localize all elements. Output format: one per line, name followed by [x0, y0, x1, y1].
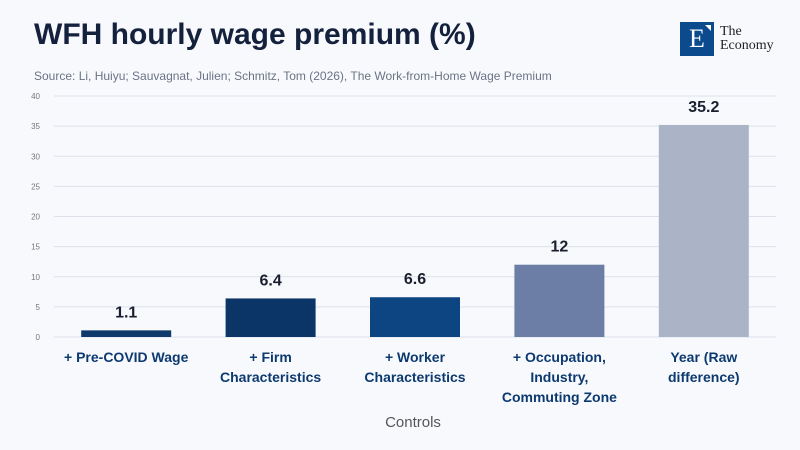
the-economy-logo: E The Economy: [680, 22, 774, 56]
data-label: 1.1: [115, 304, 137, 321]
y-tick-label: 35: [31, 122, 40, 131]
y-tick-label: 10: [31, 273, 40, 282]
x-tick-label: Year (Raw: [670, 349, 737, 365]
bar: [514, 264, 605, 337]
logo-mark: E: [680, 22, 714, 56]
x-tick-label: + Worker: [385, 349, 446, 365]
source-note: Source: Li, Huiyu; Sauvagnat, Julien; Sc…: [34, 69, 552, 83]
x-tick-label: + Occupation,: [513, 349, 606, 365]
data-label: 6.4: [259, 272, 281, 289]
x-tick-label: Characteristics: [364, 369, 465, 385]
logo-line-2: Economy: [720, 38, 774, 53]
bar: [658, 124, 749, 337]
y-tick-label: 15: [31, 243, 40, 252]
data-label: 6.6: [404, 271, 426, 288]
logo-line-1: The: [720, 24, 742, 39]
y-tick-label: 40: [31, 92, 40, 101]
x-tick-label: Industry,: [530, 369, 588, 385]
x-tick-label: difference): [668, 369, 740, 385]
x-axis-title: Controls: [385, 414, 441, 431]
data-label: 12: [551, 239, 569, 256]
x-tick-label: Characteristics: [220, 369, 321, 385]
x-tick-label: + Pre-COVID Wage: [64, 349, 189, 365]
logo-text: The Economy: [720, 25, 774, 53]
x-tick-label: Commuting Zone: [502, 389, 617, 405]
x-tick-label: + Firm: [249, 349, 291, 365]
bar: [225, 298, 316, 337]
y-tick-label: 30: [31, 152, 40, 161]
bar: [81, 330, 172, 337]
chart-title: WFH hourly wage premium (%): [34, 18, 476, 51]
y-tick-label: 20: [31, 213, 40, 222]
y-tick-label: 0: [36, 333, 41, 342]
y-tick-label: 5: [36, 303, 41, 312]
bar: [370, 297, 460, 337]
data-label: 35.2: [688, 99, 719, 116]
y-tick-label: 25: [31, 182, 40, 191]
